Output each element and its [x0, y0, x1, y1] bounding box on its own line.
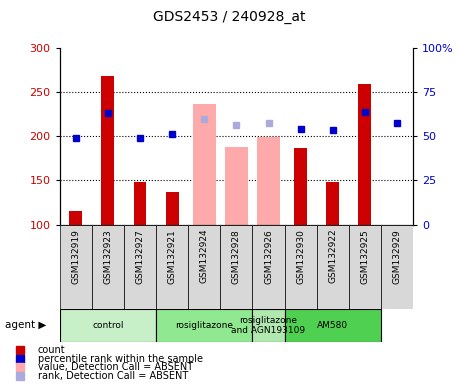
- FancyBboxPatch shape: [92, 225, 124, 309]
- Text: agent ▶: agent ▶: [5, 320, 46, 331]
- FancyBboxPatch shape: [156, 225, 188, 309]
- Text: value, Detection Call = ABSENT: value, Detection Call = ABSENT: [38, 362, 193, 372]
- Bar: [69, 212, 82, 225]
- Text: GSM132925: GSM132925: [360, 229, 369, 284]
- Bar: [193, 104, 216, 225]
- Bar: [134, 182, 146, 225]
- Bar: [225, 147, 248, 225]
- Text: count: count: [38, 345, 66, 355]
- FancyBboxPatch shape: [60, 225, 92, 309]
- Text: AM580: AM580: [317, 321, 348, 330]
- FancyBboxPatch shape: [156, 309, 252, 342]
- FancyBboxPatch shape: [381, 225, 413, 309]
- FancyBboxPatch shape: [349, 225, 381, 309]
- FancyBboxPatch shape: [285, 225, 317, 309]
- FancyBboxPatch shape: [220, 225, 252, 309]
- Text: GDS2453 / 240928_at: GDS2453 / 240928_at: [153, 10, 306, 23]
- FancyBboxPatch shape: [317, 225, 349, 309]
- FancyBboxPatch shape: [60, 309, 156, 342]
- Text: GSM132930: GSM132930: [296, 229, 305, 284]
- Bar: [257, 137, 280, 225]
- Text: control: control: [92, 321, 123, 330]
- Text: GSM132919: GSM132919: [71, 229, 80, 284]
- FancyBboxPatch shape: [252, 309, 285, 342]
- Text: GSM132928: GSM132928: [232, 229, 241, 284]
- Text: rosiglitazone
and AGN193109: rosiglitazone and AGN193109: [231, 316, 306, 335]
- FancyBboxPatch shape: [188, 225, 220, 309]
- Text: GSM132927: GSM132927: [135, 229, 145, 284]
- Text: GSM132926: GSM132926: [264, 229, 273, 284]
- Text: GSM132929: GSM132929: [392, 229, 402, 284]
- Text: rosiglitazone: rosiglitazone: [175, 321, 233, 330]
- Text: GSM132924: GSM132924: [200, 229, 209, 283]
- Text: GSM132923: GSM132923: [103, 229, 112, 284]
- Bar: [326, 182, 339, 225]
- Text: rank, Detection Call = ABSENT: rank, Detection Call = ABSENT: [38, 371, 188, 381]
- Bar: [166, 192, 179, 225]
- FancyBboxPatch shape: [285, 309, 381, 342]
- Text: GSM132922: GSM132922: [328, 229, 337, 283]
- Text: percentile rank within the sample: percentile rank within the sample: [38, 354, 203, 364]
- Bar: [101, 76, 114, 225]
- Text: GSM132921: GSM132921: [168, 229, 177, 284]
- FancyBboxPatch shape: [252, 225, 285, 309]
- Bar: [294, 148, 307, 225]
- FancyBboxPatch shape: [124, 225, 156, 309]
- Bar: [358, 84, 371, 225]
